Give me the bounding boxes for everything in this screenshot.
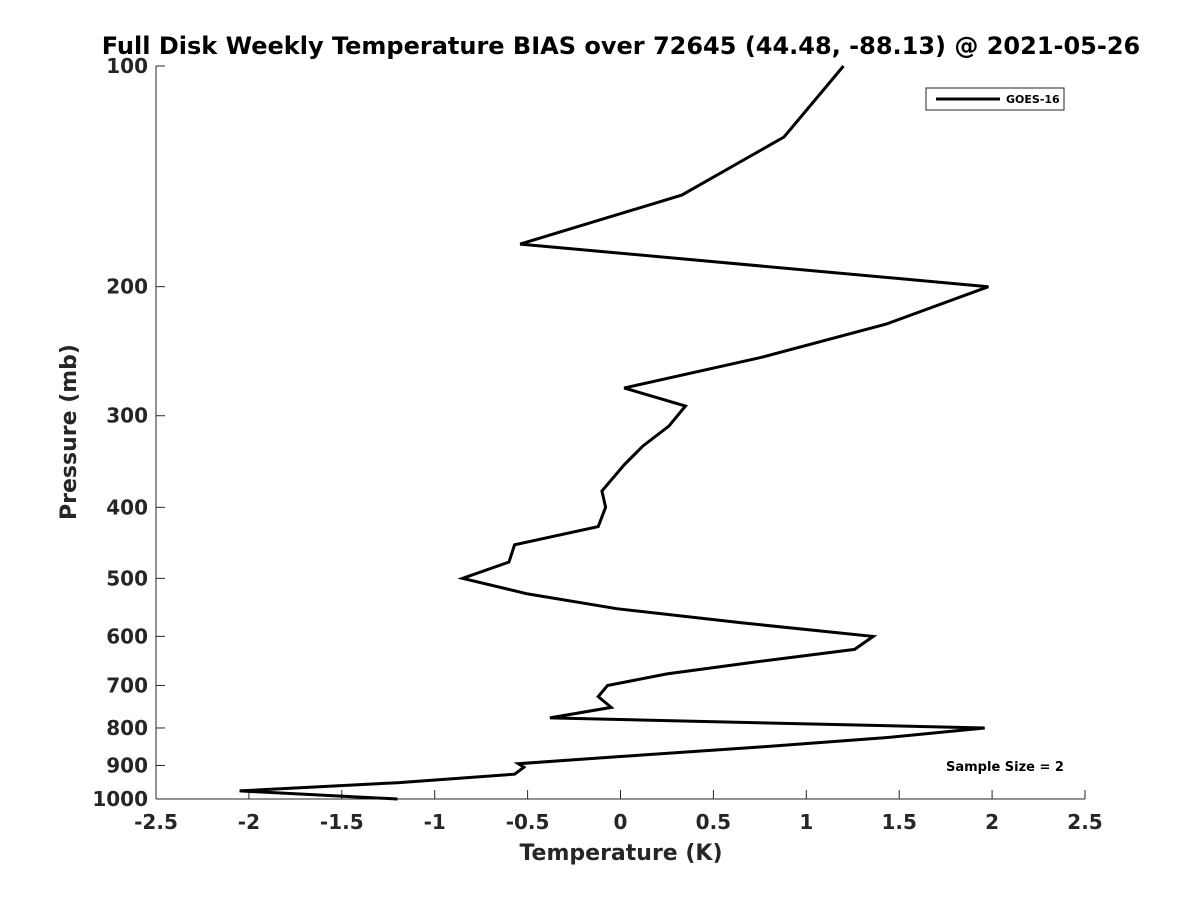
sample-size-annotation: Sample Size = 2 <box>946 760 1064 775</box>
x-tick-label: 1 <box>799 810 813 834</box>
x-tick-label: -1 <box>424 810 446 834</box>
x-tick-label: 2 <box>985 810 999 834</box>
x-tick-label: -1.5 <box>320 810 364 834</box>
y-tick-label: 900 <box>106 753 148 777</box>
y-tick-label: 600 <box>106 624 148 648</box>
x-axis-label: Temperature (K) <box>519 841 722 866</box>
y-ticks: 100 200 300 400 500 600 700 800 900 1000 <box>92 54 165 811</box>
x-ticks: -2.5 -2 -1.5 -1 -0.5 0 0.5 1 1.5 2 2.5 <box>134 790 1103 834</box>
x-tick-label: 0 <box>614 810 628 834</box>
chart-title: Full Disk Weekly Temperature BIAS over 7… <box>102 32 1141 60</box>
x-tick-label: 2.5 <box>1067 810 1102 834</box>
y-tick-label: 700 <box>106 673 148 697</box>
x-tick-label: 1.5 <box>881 810 916 834</box>
x-tick-label: -0.5 <box>506 810 550 834</box>
y-tick-label: 100 <box>106 54 148 78</box>
y-tick-label: 1000 <box>92 787 148 811</box>
x-tick-label: -2.5 <box>134 810 178 834</box>
y-tick-label: 800 <box>106 716 148 740</box>
series-line-goes-16 <box>239 65 989 801</box>
y-tick-label: 300 <box>106 404 148 428</box>
y-tick-label: 400 <box>106 495 148 519</box>
y-axis-label: Pressure (mb) <box>57 344 82 520</box>
x-tick-label: 0.5 <box>696 810 731 834</box>
x-tick-label: -2 <box>238 810 260 834</box>
series-layer <box>239 65 989 801</box>
y-tick-label: 200 <box>106 275 148 299</box>
plot-frame <box>155 66 1085 800</box>
legend: GOES-16 <box>925 87 1065 111</box>
y-tick-label: 500 <box>106 566 148 590</box>
legend-label-goes-16: GOES-16 <box>1006 93 1060 106</box>
